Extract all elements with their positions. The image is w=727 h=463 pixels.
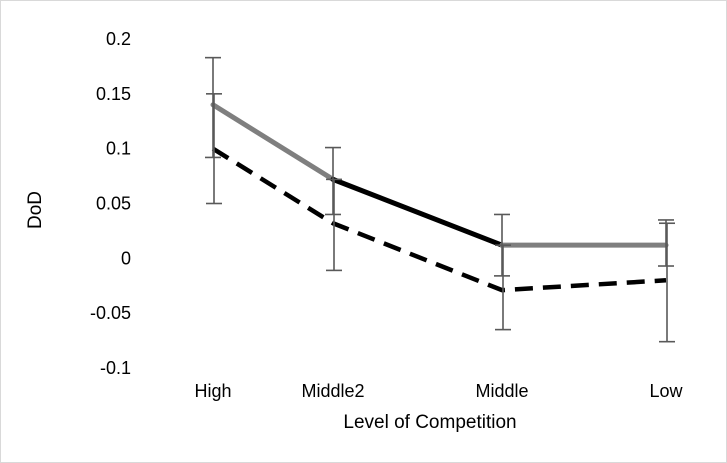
error-bar	[658, 219, 674, 267]
y-tick-label: 0	[121, 248, 131, 268]
error-bar	[206, 93, 222, 205]
x-tick-label: High	[194, 381, 231, 401]
y-tick-label: 0.15	[96, 84, 131, 104]
y-tick-label: -0.05	[90, 303, 131, 323]
error-bars	[205, 56, 675, 343]
y-tick-labels: 0.2 0.15 0.1 0.05 0 -0.05 -0.1	[90, 29, 131, 378]
error-bar	[205, 56, 221, 159]
y-tick-label: 0.2	[106, 29, 131, 49]
x-tick-label: Low	[649, 381, 683, 401]
y-tick-label: -0.1	[100, 358, 131, 378]
error-bar	[659, 222, 675, 343]
y-axis-title: DoD	[25, 191, 46, 229]
error-bar	[326, 178, 342, 272]
x-tick-labels: High Middle2 Middle Low	[194, 381, 683, 401]
series-line-solid-segment	[210, 102, 336, 182]
error-bar	[325, 146, 341, 216]
series-line-dashed	[211, 146, 667, 293]
series-layer	[210, 102, 669, 293]
error-bar	[495, 244, 511, 331]
x-axis-title: Level of Competition	[343, 412, 516, 433]
y-tick-label: 0.05	[96, 194, 131, 214]
x-tick-label: Middle2	[301, 381, 364, 401]
series-line-solid-segment	[330, 176, 505, 248]
y-tick-label: 0.1	[106, 139, 131, 159]
x-tick-label: Middle	[475, 381, 528, 401]
